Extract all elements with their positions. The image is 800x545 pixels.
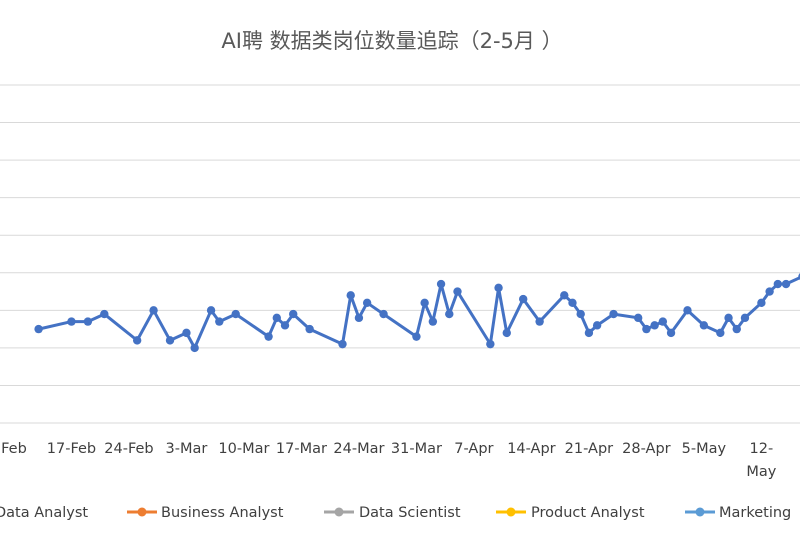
data-point [453, 287, 462, 296]
legend-label: Business Analyst [161, 505, 284, 521]
x-tick-label: 7-Apr [454, 441, 493, 457]
data-point [633, 313, 643, 323]
legend-label: Data Analyst [0, 505, 88, 521]
data-point [280, 321, 290, 330]
legend-item: Data Analyst [0, 505, 88, 521]
legend-label: Data Scientist [359, 505, 461, 521]
x-tick-label: 10-Mar [218, 441, 269, 457]
data-point [576, 309, 585, 319]
data-point [362, 298, 372, 308]
data-point [354, 313, 364, 323]
data-point [519, 294, 528, 304]
legend-swatch-marker [506, 507, 516, 517]
legend-label: Product Analyst [531, 505, 645, 521]
data-point [757, 298, 766, 308]
x-tick-label: 21-Apr [565, 441, 613, 457]
data-point [584, 328, 594, 338]
data-point [535, 317, 544, 326]
data-point [100, 309, 109, 319]
data-point [716, 328, 725, 338]
x-tick-label: 17-Mar [276, 441, 327, 457]
data-point [732, 324, 741, 334]
x-tick-label: 24-Feb [104, 441, 153, 457]
x-tick-label: 28-Apr [622, 441, 670, 457]
series-data-analyst [34, 273, 800, 353]
data-point [231, 309, 240, 319]
legend-label: Marketing [719, 505, 791, 521]
data-point [428, 317, 438, 326]
x-tick-label: 17-Feb [47, 441, 96, 457]
data-point [502, 328, 511, 338]
data-point [683, 306, 692, 315]
legend-swatch-marker [137, 507, 147, 517]
data-point [765, 287, 774, 296]
data-point [445, 309, 454, 319]
x-tick-label: 14-Apr [507, 441, 555, 457]
x-axis-tick-labels: Feb 17-Feb 24-Feb 3-Mar 10-Mar 17-Mar 24-Mar 31… [1, 441, 777, 480]
data-point [272, 313, 281, 323]
legend-item: Data Scientist [324, 505, 461, 521]
x-tick-label: 31-Mar [391, 441, 442, 457]
gridlines [0, 84, 800, 424]
data-point [379, 309, 388, 319]
data-point [642, 324, 651, 334]
legend-item: Marketing [685, 505, 791, 521]
data-point [149, 306, 158, 315]
data-point [781, 279, 791, 289]
data-point [289, 309, 298, 319]
data-point [206, 306, 216, 315]
legend-swatch-marker [334, 507, 344, 517]
data-point [264, 332, 273, 341]
legend-swatch-marker [695, 507, 705, 517]
data-point [609, 309, 618, 319]
legend: Data Analyst Business Analyst Data Scienti… [0, 505, 791, 521]
data-point [486, 339, 495, 349]
data-point [132, 336, 142, 345]
data-point [420, 298, 429, 308]
legend-item: Product Analyst [496, 505, 645, 521]
chart-title: AI聘 数据类岗位数量追踪（2-5月 ） [221, 29, 562, 53]
data-point [560, 291, 569, 300]
data-point [773, 279, 783, 289]
data-point [592, 321, 602, 330]
x-tick-label: 3-Mar [166, 441, 208, 457]
data-point [658, 317, 668, 326]
x-tick-label: 5-May [682, 441, 727, 457]
data-point [83, 317, 93, 326]
data-point [494, 283, 503, 292]
data-point [34, 324, 43, 334]
data-point [740, 313, 750, 323]
legend-item: Business Analyst [127, 505, 284, 521]
data-point [666, 328, 676, 338]
data-point [436, 279, 446, 289]
data-point [182, 328, 191, 338]
x-tick-label: 12-May [746, 441, 776, 480]
data-point [305, 324, 314, 334]
data-point [338, 339, 347, 349]
data-point [724, 313, 733, 323]
data-point [346, 291, 355, 300]
data-point [412, 332, 421, 341]
data-point [190, 343, 199, 353]
data-point [699, 321, 709, 330]
data-point [215, 317, 224, 326]
x-tick-label: 24-Mar [333, 441, 384, 457]
x-tick-label: Feb [1, 441, 27, 457]
data-point [165, 336, 175, 345]
series-layer [34, 273, 800, 353]
data-point [568, 298, 577, 308]
data-point [650, 321, 659, 330]
data-point [67, 317, 76, 326]
